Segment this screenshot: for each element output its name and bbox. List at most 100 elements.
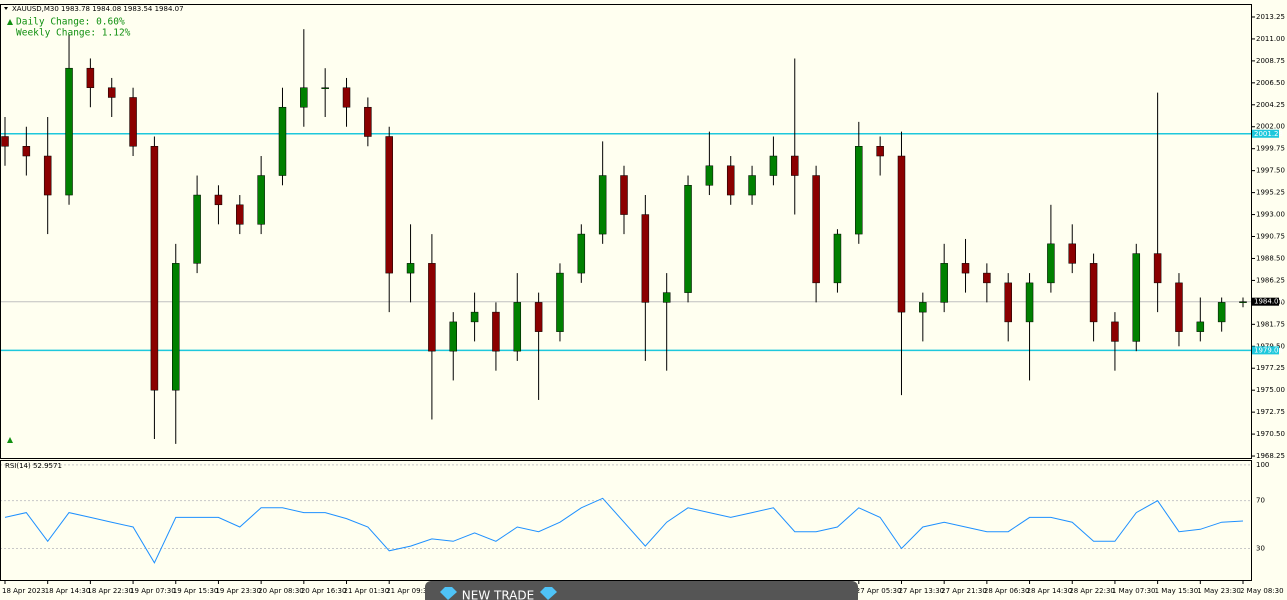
new-trade-button[interactable]: NEW TRADE — [425, 581, 858, 600]
x-tick-label: 27 Apr 13:30 — [898, 587, 944, 595]
candle-body — [684, 185, 692, 293]
diamond-icon — [440, 587, 457, 600]
y-tick-label: 1979.50 — [1256, 342, 1285, 350]
last-price-label: 1984.07 — [1254, 298, 1283, 306]
menu-triangle — [4, 7, 8, 10]
level-label: 1979.08 — [1254, 346, 1283, 354]
x-tick-label: 1 May 07:30 — [1112, 587, 1156, 595]
rsi-panel — [0, 464, 1251, 564]
candle-body — [556, 272, 564, 332]
candle-body — [876, 146, 884, 157]
diamond-icon — [540, 587, 557, 600]
candle-body — [1068, 243, 1076, 264]
x-tick-label: 19 Apr 23:30 — [215, 587, 261, 595]
candle-body — [791, 155, 799, 176]
candle-body — [769, 155, 778, 176]
candle-body — [513, 302, 522, 352]
candle-body — [1132, 253, 1141, 342]
x-tick-label: 28 Apr 22:30 — [1069, 587, 1115, 595]
level-label-bg — [1252, 346, 1279, 355]
candle-body — [406, 263, 415, 274]
candle-body — [449, 321, 457, 352]
candle-body — [107, 87, 116, 98]
candle-body — [193, 194, 201, 264]
y-tick-label: 1986.25 — [1256, 276, 1285, 284]
candle-body — [726, 165, 735, 196]
candle-body — [577, 233, 586, 274]
candle-body — [364, 106, 372, 137]
candle-body — [983, 272, 991, 284]
candle-body — [1111, 321, 1119, 342]
y-tick-label: 1988.50 — [1256, 254, 1285, 262]
y-tick-label: 1968.25 — [1256, 452, 1285, 460]
candle-body — [214, 194, 223, 206]
x-tick-label: 19 Apr 07:30 — [130, 587, 176, 595]
candle-body — [662, 292, 671, 303]
x-tick-label: 18 Apr 22:30 — [87, 587, 133, 595]
candle-body — [1217, 302, 1226, 323]
symbol-header: XAUUSD,M30 1983.78 1984.08 1983.54 1984.… — [12, 5, 184, 13]
y-tick-label: 2006.50 — [1256, 79, 1285, 87]
candle-body — [236, 204, 244, 225]
candle-body — [833, 233, 842, 284]
candle-body — [534, 302, 543, 332]
candle-body — [897, 155, 906, 313]
rsi-tick-label: 30 — [1256, 544, 1265, 552]
weekly-change: Weekly Change: 1.12% — [16, 28, 131, 39]
y-tick-label: 1995.25 — [1256, 189, 1285, 197]
button-label[interactable]: NEW TRADE — [462, 589, 534, 600]
candle-body — [172, 263, 180, 391]
candle-body — [129, 97, 137, 147]
y-tick-label: 1972.75 — [1256, 408, 1285, 416]
y-tick-label: 1997.50 — [1256, 167, 1285, 175]
rsi-line — [4, 497, 1244, 564]
button-bg[interactable] — [425, 581, 858, 600]
rsi-tick-label: 70 — [1256, 497, 1265, 505]
candle-body — [257, 175, 265, 225]
x-tick-label: 2 May 08:30 — [1240, 587, 1284, 595]
x-tick-label: 21 Apr 09:30 — [386, 587, 432, 595]
candle-body — [1004, 282, 1012, 323]
x-tick-label: 28 Apr 14:30 — [1027, 587, 1073, 595]
candle-body — [1025, 282, 1034, 323]
price-panel-border — [0, 4, 1252, 459]
y-tick-label: 2011.00 — [1256, 35, 1285, 43]
x-tick-label: 19 Apr 15:30 — [173, 587, 219, 595]
y-tick-label: 1977.25 — [1256, 364, 1285, 372]
x-tick-label: 21 Apr 01:30 — [344, 587, 390, 595]
candle-body — [940, 263, 948, 303]
candle-body — [43, 155, 52, 196]
level-label: 2001.28 — [1254, 130, 1283, 138]
candle-body — [492, 311, 500, 352]
y-tick-label: 2004.25 — [1256, 101, 1285, 109]
x-tick-label: 1 May 15:30 — [1155, 587, 1199, 595]
rsi-label: RSI(14) 52.9571 — [5, 462, 62, 470]
y-tick-label: 1975.00 — [1256, 386, 1285, 394]
candle-body — [385, 136, 393, 274]
x-tick-label: 1 May 23:30 — [1197, 587, 1241, 595]
daily-change: Daily Change: 0.60% — [16, 17, 125, 28]
y-tick-label: 2008.75 — [1256, 57, 1285, 65]
candle-body — [1, 136, 9, 147]
y-tick-label: 2013.25 — [1256, 13, 1285, 21]
candle-body — [855, 146, 863, 235]
candle-body — [641, 214, 650, 303]
candle-body — [705, 165, 714, 186]
candle-body — [278, 106, 287, 176]
y-tick-label: 1981.75 — [1256, 320, 1285, 328]
level-label-bg — [1252, 129, 1279, 138]
y-tick-label: 1993.00 — [1256, 211, 1285, 219]
y-tick-label: 1990.75 — [1256, 233, 1285, 241]
candle-body — [919, 302, 927, 313]
x-tick-label: 28 Apr 06:30 — [984, 587, 1030, 595]
candle-body — [428, 263, 436, 352]
y-tick-label: 1999.75 — [1256, 145, 1285, 153]
candle-body — [342, 87, 351, 108]
x-tick-label: 27 Apr 05:30 — [856, 587, 902, 595]
candle-body — [300, 87, 308, 108]
y-tick-label: 2002.00 — [1256, 123, 1285, 131]
x-tick-label: 18 Apr 14:30 — [45, 587, 91, 595]
x-tick-label: 18 Apr 2023 — [2, 587, 45, 595]
x-tick-label: 20 Apr 08:30 — [258, 587, 304, 595]
candle-body — [1239, 301, 1247, 303]
